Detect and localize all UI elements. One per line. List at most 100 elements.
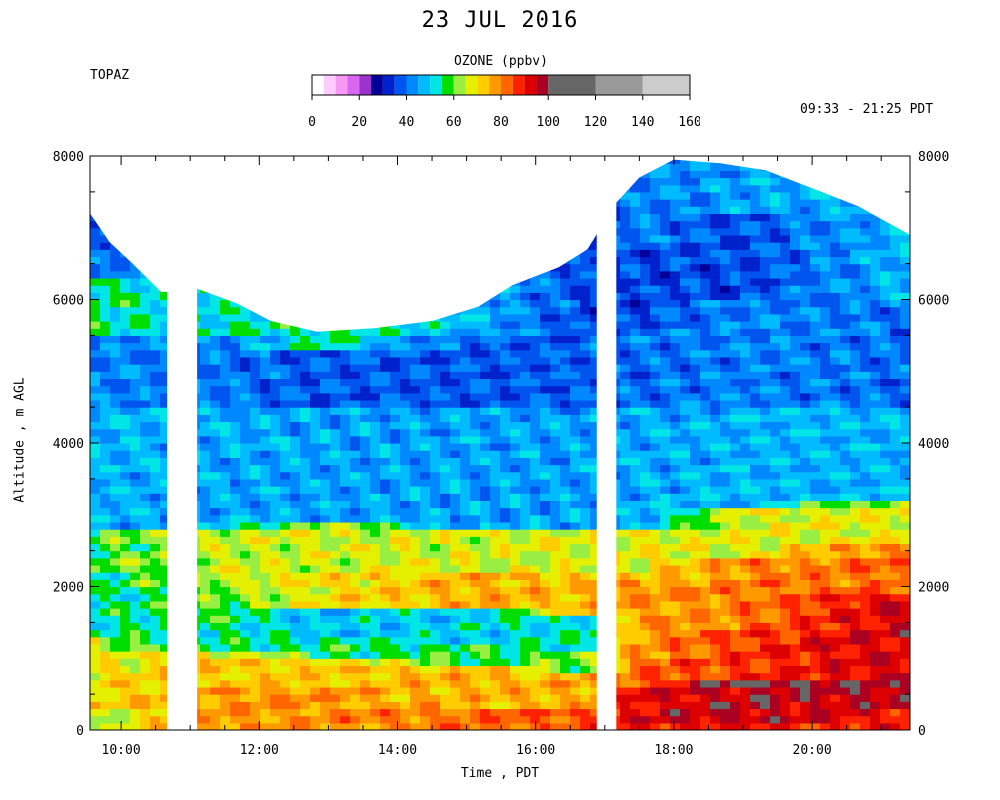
heatmap-cell (480, 464, 491, 473)
heatmap-cell (300, 722, 311, 730)
heatmap-cell (500, 679, 511, 688)
heatmap-cell (700, 399, 711, 408)
heatmap-cell (240, 249, 251, 258)
heatmap-cell (560, 321, 571, 329)
heatmap-cell (100, 478, 111, 487)
heatmap-cell (490, 242, 501, 250)
heatmap-cell (690, 478, 701, 487)
heatmap-cell (460, 328, 471, 336)
heatmap-cell (460, 234, 471, 243)
heatmap-cell (540, 593, 551, 602)
heatmap-cell (390, 715, 401, 724)
heatmap-cell (200, 708, 211, 717)
heatmap-cell (150, 378, 161, 387)
heatmap-cell (450, 529, 461, 537)
heatmap-cell (390, 543, 401, 552)
heatmap-cell (580, 478, 591, 487)
heatmap-cell (100, 514, 111, 523)
heatmap-cell (640, 385, 651, 394)
heatmap-cell (390, 159, 401, 164)
heatmap-cell (620, 579, 631, 588)
heatmap-cell (270, 622, 281, 631)
heatmap-cell (550, 392, 561, 401)
heatmap-cell (500, 407, 511, 415)
heatmap-cell (340, 414, 351, 423)
heatmap-cell (440, 306, 451, 315)
heatmap-cell (330, 184, 341, 193)
heatmap-cell (400, 651, 411, 659)
heatmap-cell (360, 629, 371, 638)
heatmap-cell (110, 313, 121, 322)
heatmap-cell (110, 364, 121, 372)
heatmap-cell (660, 285, 671, 293)
heatmap-cell (270, 242, 281, 250)
heatmap-cell (510, 701, 521, 710)
heatmap-cell (330, 665, 341, 674)
heatmap-cell (480, 543, 491, 552)
heatmap-cell (290, 242, 301, 250)
heatmap-cell (270, 507, 281, 516)
heatmap-cell (290, 615, 301, 623)
heatmap-cell (580, 443, 591, 451)
heatmap-cell (690, 608, 701, 616)
heatmap-cell (120, 435, 131, 444)
heatmap-cell (250, 521, 261, 530)
heatmap-cell (150, 435, 161, 444)
heatmap-cell (530, 600, 541, 609)
heatmap-cell (700, 321, 711, 329)
heatmap-cell (430, 471, 441, 480)
heatmap-cell (260, 356, 271, 365)
heatmap-cell (550, 665, 561, 674)
heatmap-cell (350, 493, 361, 501)
heatmap-cell (500, 665, 511, 674)
heatmap-cell (250, 263, 261, 272)
heatmap-cell (550, 486, 561, 494)
heatmap-cell (120, 385, 131, 394)
heatmap-cell (350, 299, 361, 308)
heatmap-cell (430, 615, 441, 623)
heatmap-cell (590, 428, 601, 437)
heatmap-cell (670, 643, 681, 652)
heatmap-cell (490, 213, 501, 222)
heatmap-cell (560, 593, 571, 602)
heatmap-cell (240, 407, 251, 415)
heatmap-cell (390, 514, 401, 523)
heatmap-cell (500, 672, 511, 681)
heatmap-cell (410, 600, 421, 609)
heatmap-cell (370, 371, 381, 380)
heatmap-cell (520, 629, 531, 638)
heatmap-cell (380, 608, 391, 616)
heatmap-cell (510, 256, 521, 265)
heatmap-cell (580, 270, 591, 279)
colorbar-bin (382, 75, 395, 95)
heatmap-cell (620, 335, 631, 344)
heatmap-cell (310, 708, 321, 717)
heatmap-cell (620, 600, 631, 609)
heatmap-cell (650, 378, 661, 387)
heatmap-cell (120, 428, 131, 437)
heatmap-cell (250, 529, 261, 537)
heatmap-cell (540, 356, 551, 365)
heatmap-cell (420, 428, 431, 437)
heatmap-cell (280, 199, 291, 207)
heatmap-cell (290, 564, 301, 573)
heatmap-cell (480, 686, 491, 695)
heatmap-cell (100, 249, 111, 258)
heatmap-cell (470, 507, 481, 516)
heatmap-cell (650, 220, 661, 229)
heatmap-cell (380, 435, 391, 444)
heatmap-cell (500, 342, 511, 351)
heatmap-cell (460, 636, 471, 645)
heatmap-cell (230, 313, 241, 322)
heatmap-cell (320, 234, 331, 243)
heatmap-cell (150, 708, 161, 717)
heatmap-cell (250, 191, 261, 200)
heatmap-cell (420, 701, 431, 710)
heatmap-cell (550, 170, 561, 179)
heatmap-cell (530, 486, 541, 494)
heatmap-cell (620, 557, 631, 566)
heatmap-cell (440, 385, 451, 394)
heatmap-cell (300, 385, 311, 394)
heatmap-cell (660, 213, 671, 222)
heatmap-cell (130, 493, 141, 501)
